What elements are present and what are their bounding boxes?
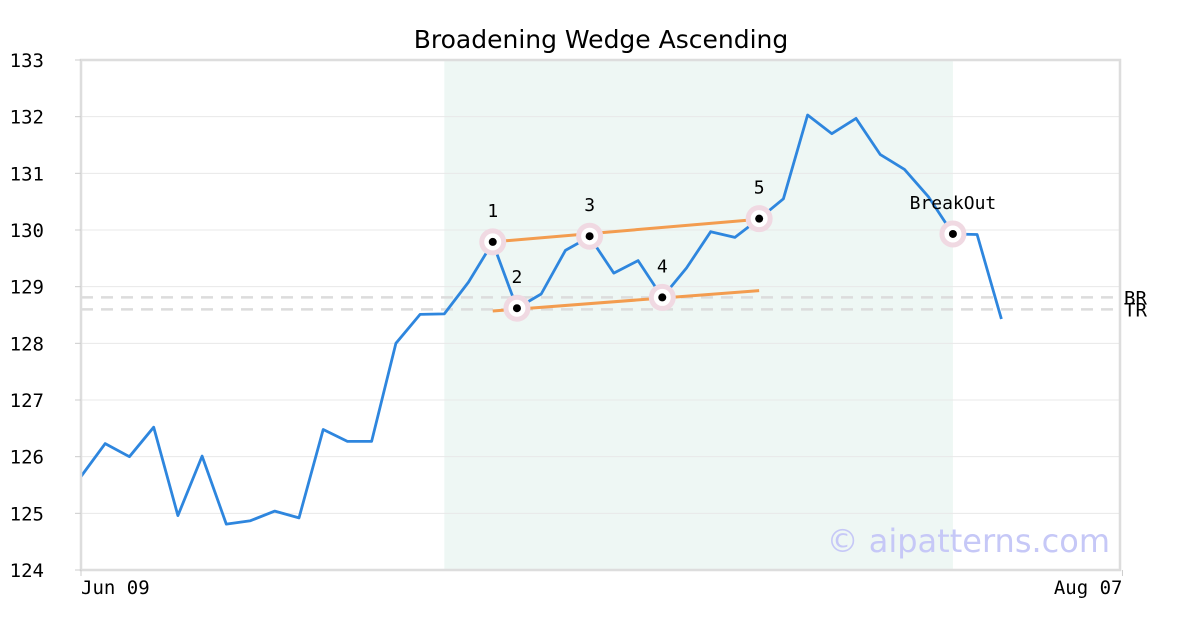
upper-trend-line (492, 217, 760, 244)
plot-frame (79, 58, 1122, 572)
x-axis-ticks: Jun 09 Aug 07 (80, 570, 1123, 599)
price-series-line (79, 113, 1003, 526)
pattern-point-3: 3 (576, 195, 604, 250)
pattern-point-marker (585, 232, 594, 241)
y-tick-label: 127 (10, 390, 44, 412)
horizontal-line-label-tr: TR (1124, 299, 1147, 321)
pattern-point-marker (948, 229, 957, 238)
pattern-points-layer: 1 2 3 4 5 BreakOut (479, 178, 997, 322)
pattern-point-marker (512, 304, 521, 313)
pattern-point-label: 5 (754, 178, 765, 199)
x-tick-label: Jun 09 (81, 577, 150, 599)
y-axis-ticks: 124 125 126 127 128 129 130 131 132 133 (10, 50, 81, 582)
pattern-point-2: 2 (503, 267, 531, 322)
lower-trend-line (492, 289, 760, 313)
x-tick-label: Aug 07 (1054, 577, 1123, 599)
pattern-point-label: 2 (512, 267, 523, 288)
y-tick-label: 131 (10, 163, 44, 185)
y-tick-label: 128 (10, 333, 44, 355)
chart-title: Broadening Wedge Ascending (414, 25, 789, 54)
y-tick-label: 132 (10, 107, 44, 129)
watermark: © aipatterns.com (827, 522, 1110, 560)
pattern-point-label: 4 (657, 256, 668, 277)
pattern-point-marker (755, 214, 764, 223)
y-tick-label: 124 (10, 560, 44, 582)
y-tick-label: 125 (10, 503, 44, 525)
pattern-point-4: 4 (648, 256, 676, 311)
y-tick-label: 126 (10, 447, 44, 469)
series-layer (79, 113, 1003, 526)
shaded-region-layer (444, 60, 953, 570)
pattern-point-marker (658, 293, 667, 302)
pattern-point-label: BreakOut (910, 193, 997, 214)
pattern-point-marker (488, 237, 497, 246)
trend-lines-layer (492, 217, 760, 313)
y-tick-label: 129 (10, 277, 44, 299)
pattern-point-5: 5 (745, 178, 773, 233)
pattern-point-label: 3 (584, 195, 595, 216)
horizontal-line-label-br: BR (1124, 287, 1147, 309)
pattern-shaded-region (444, 60, 953, 570)
y-tick-label: 130 (10, 220, 44, 242)
pattern-point-1: 1 (479, 201, 507, 256)
pattern-point-breakout: BreakOut (910, 193, 997, 248)
y-tick-label: 133 (10, 50, 44, 72)
pattern-point-label: 1 (487, 201, 498, 222)
